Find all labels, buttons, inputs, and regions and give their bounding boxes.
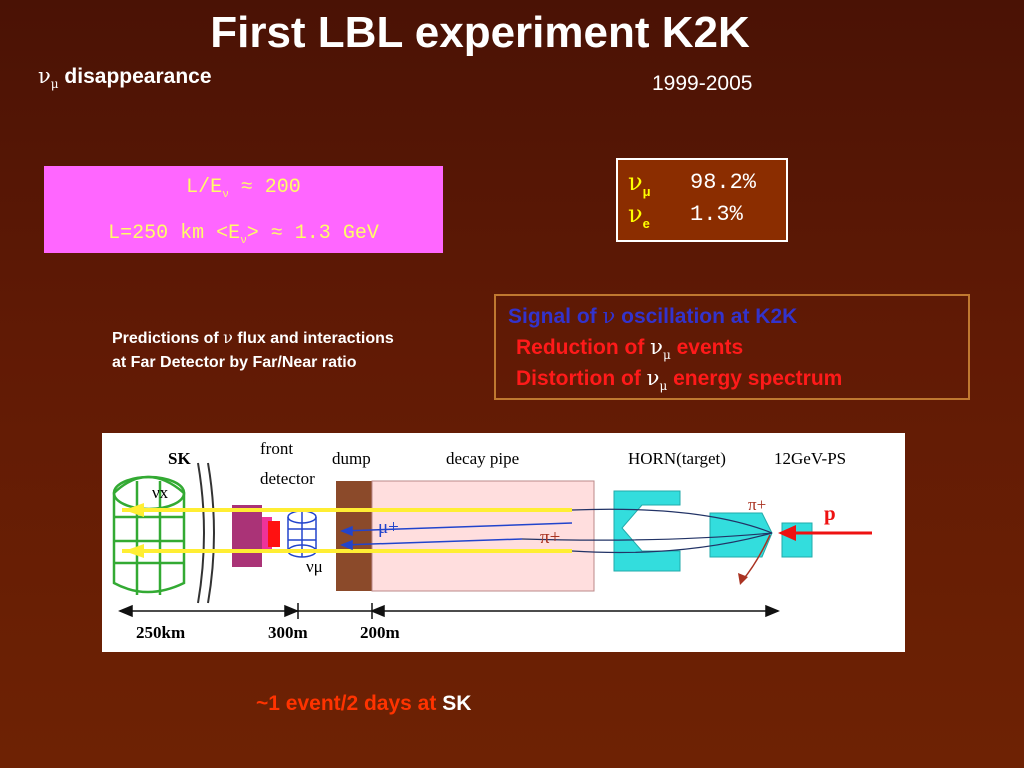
numu-label: νμ	[306, 557, 323, 576]
nux-label: νx	[152, 483, 169, 502]
nu-symbol: ν	[38, 64, 51, 88]
flavor-fraction-box: νμ 98.2% νe 1.3%	[616, 158, 788, 242]
detector-label: detector	[260, 469, 315, 488]
mu-subscript: μ	[50, 77, 59, 92]
beam-dump-block	[336, 481, 372, 591]
years-label: 1999-2005	[652, 72, 753, 95]
decay-pipe-label: decay pipe	[446, 449, 520, 468]
sk-label: SK	[168, 449, 191, 468]
footer-sk: SK	[442, 692, 472, 715]
muon-arrows	[339, 522, 573, 551]
piplus-pipe-label: π+	[540, 527, 561, 548]
numu-fraction-row: νμ 98.2%	[628, 168, 757, 199]
distance-200m: 200m	[360, 623, 400, 642]
horn-target-label: HORN(target)	[628, 449, 726, 468]
nue-fraction-row: νe 1.3%	[628, 200, 743, 231]
subtitle-text: disappearance	[58, 65, 212, 88]
distance-break-marks	[197, 462, 215, 604]
distance-axis	[118, 603, 780, 619]
predictions-line-2: at Far Detector by Far/Near ratio	[112, 354, 357, 371]
dump-label: dump	[332, 449, 371, 468]
subtitle: νμ disappearance	[38, 64, 212, 91]
predictions-text: Predictions of ν flux and interactions a…	[112, 326, 394, 375]
distortion-line: Distortion of νμ energy spectrum	[516, 366, 843, 394]
numu-fraction-value: 98.2%	[690, 170, 757, 195]
le-ratio-line: L/Eν ≈ 200	[186, 176, 301, 201]
piplus-horn-label: π+	[748, 495, 767, 514]
signal-heading: Signal of ν oscillation at K2K	[508, 304, 798, 328]
parameters-box: L/Eν ≈ 200 L=250 km <Eν> ≈ 1.3 GeV	[44, 166, 443, 253]
event-rate-footer: ~1 event/2 days at SK	[256, 692, 472, 715]
sk-detector-drawing	[112, 475, 186, 595]
neutrino-beam-lines	[122, 508, 572, 553]
baseline-energy-line: L=250 km <Eν> ≈ 1.3 GeV	[108, 222, 379, 247]
pion-trajectories	[521, 508, 773, 554]
signal-box: Signal of ν oscillation at K2K Reduction…	[494, 294, 970, 400]
distance-300m: 300m	[268, 623, 308, 642]
slide-title: First LBL experiment K2K	[210, 8, 750, 57]
predictions-line-1: Predictions of ν flux and interactions	[112, 328, 394, 347]
proton-label: p	[824, 501, 836, 525]
ps-label: 12GeV-PS	[774, 449, 847, 468]
front-label: front	[260, 439, 294, 458]
reduction-line: Reduction of νμ events	[516, 335, 744, 363]
muplus-label: μ+	[378, 517, 399, 538]
horn-target-drawing	[613, 490, 813, 572]
beamline-drawing	[112, 462, 872, 619]
decay-pipe-block	[371, 480, 595, 592]
nue-fraction-value: 1.3%	[690, 202, 743, 227]
front-detector-block	[232, 505, 262, 567]
distance-250km: 250km	[136, 623, 186, 642]
k2k-beamline-diagram: SK front detector dump decay pipe HORN(t…	[102, 433, 905, 652]
front-detector-red-module	[268, 521, 280, 547]
